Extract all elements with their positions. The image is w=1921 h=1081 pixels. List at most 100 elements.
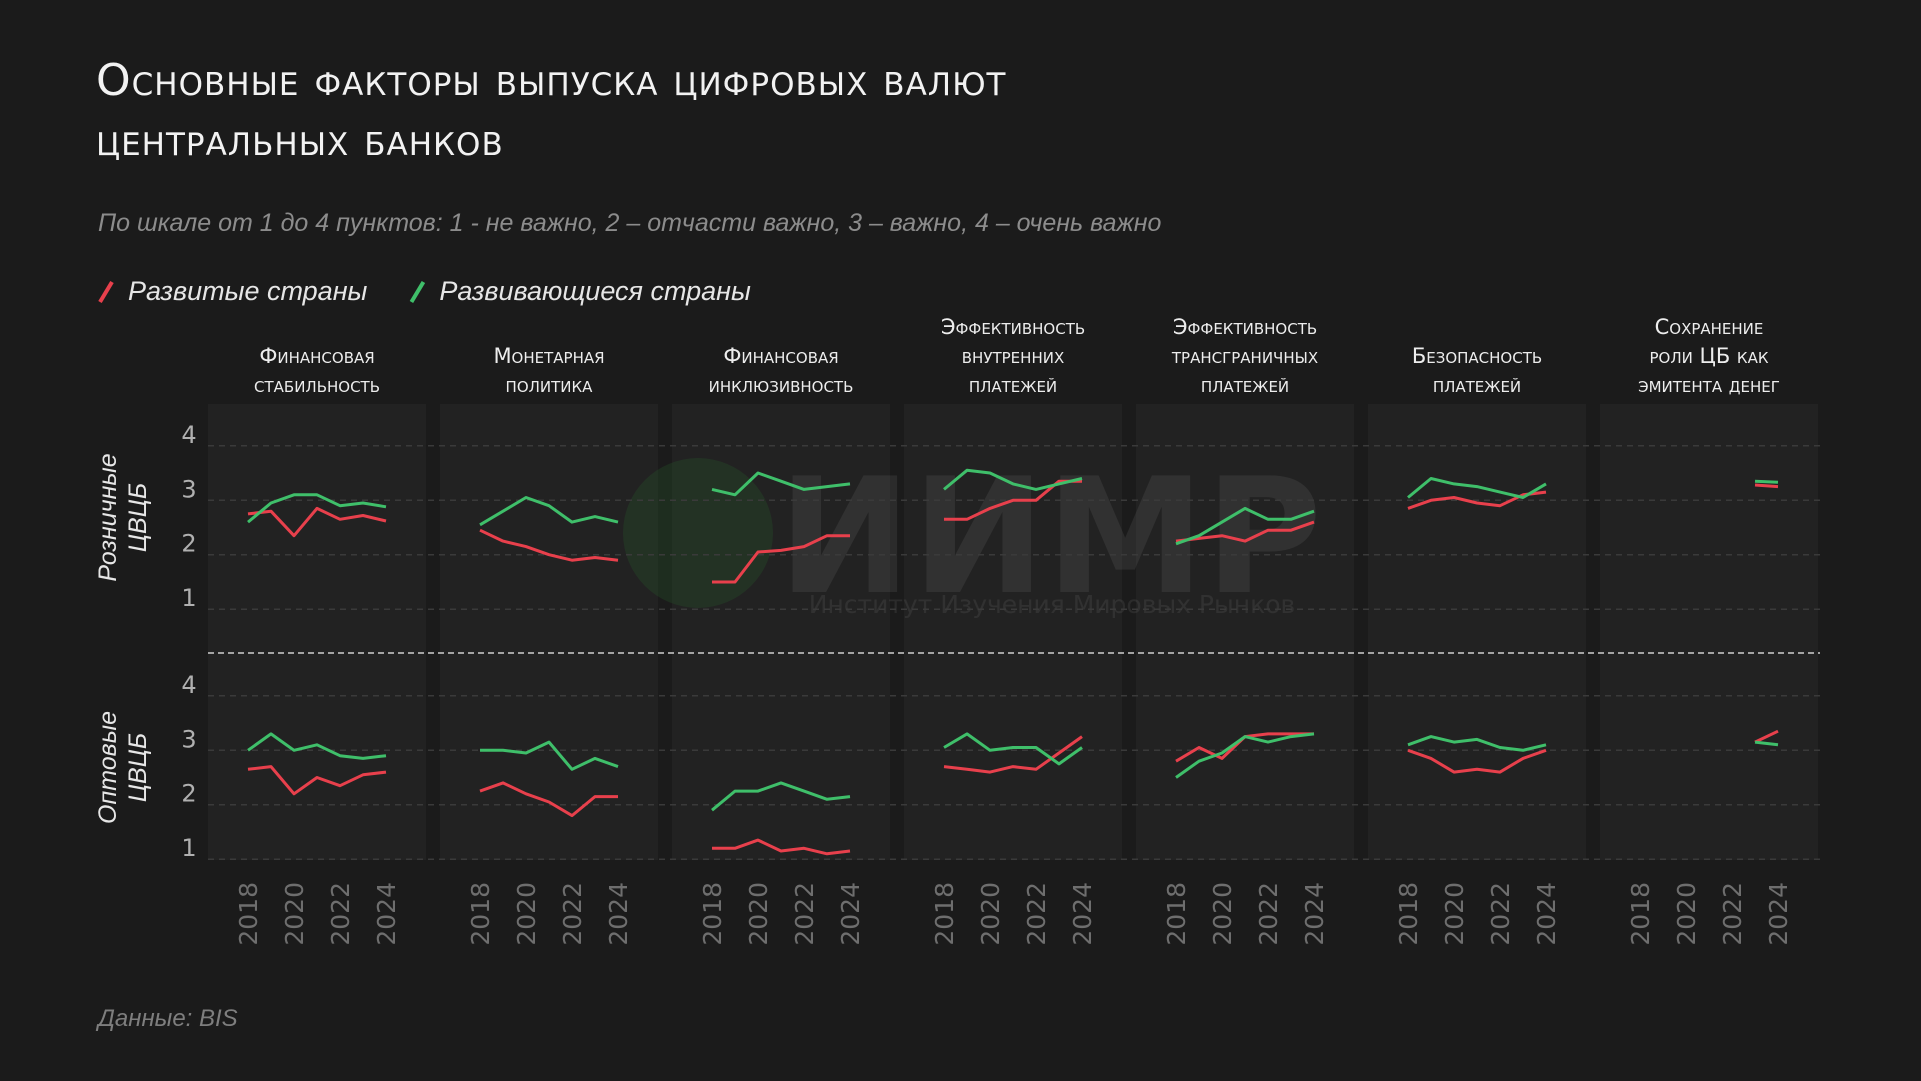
x-tick-group: 2022 [1486, 882, 1515, 946]
x-tick-group: 2022 [1718, 882, 1747, 946]
x-tick-label: 2024 [372, 882, 401, 946]
series-line [1754, 740, 1779, 747]
series-line [944, 479, 1082, 521]
x-tick-group: 2024 [1300, 882, 1329, 946]
legend-label: Развитые страны [128, 276, 368, 306]
column-title: Сохранение [1655, 315, 1764, 339]
series-line [1407, 490, 1547, 510]
x-tick-group: 2022 [1254, 882, 1283, 946]
series-line [712, 838, 851, 856]
x-tick-group: 2018 [1394, 882, 1423, 946]
column-title: платежей [1433, 373, 1521, 397]
y-tick-label: 2 [181, 530, 196, 558]
x-tick-label: 2018 [1394, 882, 1423, 946]
x-tick-label: 2024 [604, 882, 633, 946]
x-tick-label: 2020 [1672, 882, 1701, 946]
x-tick-group: 2022 [326, 882, 355, 946]
panel-bg [1368, 404, 1586, 860]
x-tick-group: 2018 [466, 882, 495, 946]
row-label-group: Оптовые ЦВЦБ [94, 711, 152, 824]
x-tick-group: 2024 [1764, 882, 1793, 946]
x-tick-group: 2022 [790, 882, 819, 946]
x-tick-group: 2020 [976, 882, 1005, 946]
x-tick-label: 2022 [1254, 882, 1283, 946]
series-line [1175, 520, 1315, 543]
x-tick-label: 2018 [930, 882, 959, 946]
x-tick-group: 2024 [1068, 882, 1097, 946]
series-line [1407, 748, 1547, 774]
panel-bg [1136, 404, 1354, 860]
x-tick-label: 2020 [976, 882, 1005, 946]
column-title: Монетарная [493, 344, 604, 368]
x-tick-label: 2020 [1440, 882, 1469, 946]
y-tick-label: 4 [181, 671, 196, 699]
x-tick-group: 2020 [280, 882, 309, 946]
series-line [1754, 479, 1779, 484]
column-title: Безопасность [1412, 344, 1542, 368]
x-tick-group: 2020 [744, 882, 773, 946]
x-tick-label: 2020 [1208, 882, 1237, 946]
series-line [1754, 729, 1779, 744]
x-tick-label: 2022 [558, 882, 587, 946]
legend-label: Развивающиеся страны [439, 276, 751, 306]
series-line [943, 735, 1083, 774]
x-tick-label: 2024 [836, 882, 865, 946]
y-tick-label: 1 [181, 834, 196, 862]
y-tick-label: 3 [181, 725, 196, 753]
series-line [247, 506, 387, 538]
series-line [480, 740, 619, 771]
panel-bg [208, 404, 426, 860]
column-title: Эффективность [941, 315, 1085, 339]
series-line [247, 765, 387, 796]
x-tick-group: 2022 [558, 882, 587, 946]
title: Основные факторы выпуска цифровых валют [96, 55, 1007, 106]
series-line [247, 493, 387, 524]
x-tick-group: 2020 [1440, 882, 1469, 946]
subtitle: По шкале от 1 до 4 пунктов: 1 - не важно… [98, 209, 1161, 237]
legend-swatch [98, 280, 114, 304]
y-tick-label: 2 [181, 780, 196, 808]
series-line [943, 732, 1083, 766]
column-title: роли ЦБ как [1650, 344, 1769, 368]
y-tick-label: 4 [181, 421, 196, 449]
x-tick-label: 2024 [1300, 882, 1329, 946]
x-tick-label: 2018 [234, 882, 263, 946]
x-tick-label: 2022 [1718, 882, 1747, 946]
row-label: Оптовые [94, 711, 122, 824]
column-title: трансграничных [1171, 344, 1318, 368]
x-tick-group: 2024 [372, 882, 401, 946]
x-tick-label: 2018 [1162, 882, 1191, 946]
column-title: Эффективность [1173, 315, 1317, 339]
series-line [1175, 732, 1315, 779]
series-line [479, 528, 619, 562]
x-tick-label: 2020 [280, 882, 309, 946]
x-tick-group: 2020 [1208, 882, 1237, 946]
x-tick-group: 2022 [1022, 882, 1051, 946]
column-title: эмитента денег [1638, 373, 1780, 397]
column-title: Финансовая [259, 344, 374, 368]
y-tick-label: 3 [181, 475, 196, 503]
x-tick-group: 2018 [698, 882, 727, 946]
column-title: платежей [1201, 373, 1289, 397]
x-tick-group: 2024 [1532, 882, 1561, 946]
x-tick-label: 2022 [790, 882, 819, 946]
panel-bg [440, 404, 658, 860]
series-line [943, 468, 1083, 491]
column-title: внутренних [962, 344, 1064, 368]
x-tick-label: 2018 [1626, 882, 1655, 946]
x-tick-label: 2020 [512, 882, 541, 946]
row-label: Розничные [94, 453, 122, 581]
x-tick-label: 2024 [1532, 882, 1561, 946]
watermark-name: Институт Изучения Мировых Рынков [809, 590, 1295, 619]
title: центральных банков [96, 115, 504, 166]
column-title: политика [506, 373, 594, 397]
x-tick-group: 2020 [1672, 882, 1701, 946]
row-label: ЦВЦБ [124, 733, 152, 802]
x-tick-group: 2024 [604, 882, 633, 946]
series-line [711, 471, 851, 497]
series-line [479, 496, 619, 527]
series-line [711, 781, 851, 812]
x-tick-group: 2018 [930, 882, 959, 946]
series-line [1754, 483, 1779, 489]
